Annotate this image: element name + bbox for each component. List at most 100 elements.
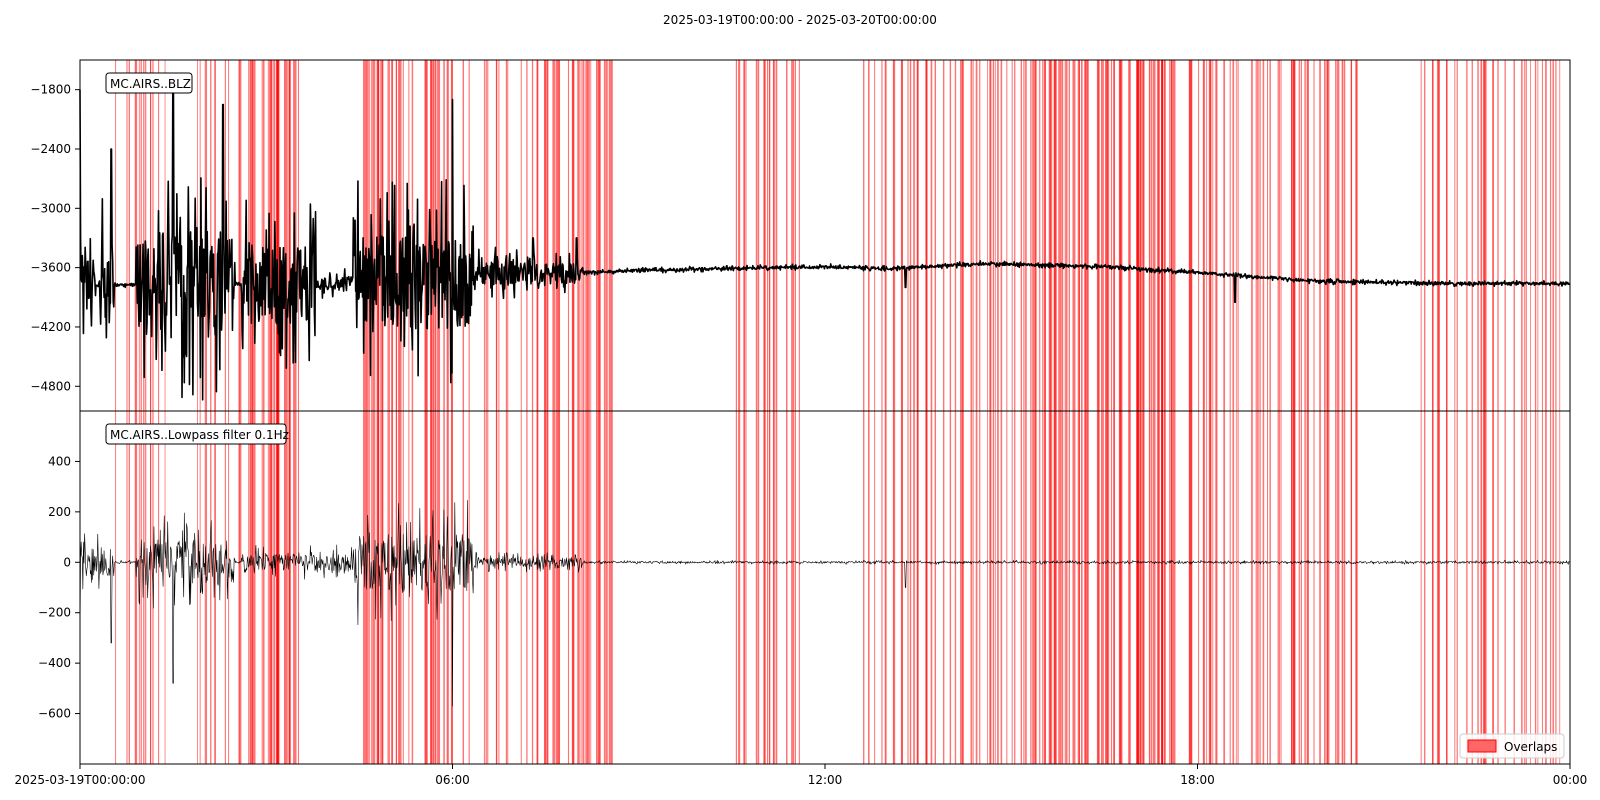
overlap-band (954, 411, 957, 764)
overlap-band (284, 411, 287, 764)
overlap-band (1164, 411, 1166, 764)
overlap-band (520, 60, 522, 411)
overlap-band (1307, 60, 1310, 411)
overlap-band (1107, 411, 1110, 764)
overlap-band (485, 60, 487, 411)
overlap-band (900, 60, 903, 411)
y-tick-label: −4800 (30, 379, 71, 393)
overlap-band (1257, 411, 1259, 764)
overlap-band (773, 411, 775, 764)
overlap-band (907, 60, 909, 411)
overlap-band (1492, 411, 1494, 764)
overlap-band (962, 411, 964, 764)
overlap-band (1454, 411, 1456, 764)
overlap-band (253, 60, 256, 411)
overlap-band (739, 411, 741, 764)
overlap-band (546, 60, 549, 411)
overlap-band (434, 411, 437, 764)
overlap-band (1128, 411, 1131, 764)
overlap-band (992, 411, 995, 764)
overlap-band (767, 60, 769, 411)
overlap-band (1326, 411, 1328, 764)
overlap-band (1477, 60, 1479, 411)
overlap-band (1055, 411, 1057, 764)
overlap-band (786, 60, 788, 411)
overlap-band (1342, 60, 1344, 411)
overlap-band (1555, 60, 1557, 411)
overlap-band (269, 60, 272, 411)
overlap-band (1559, 60, 1561, 411)
overlap-band (1292, 60, 1295, 411)
overlap-band (424, 411, 427, 764)
overlap-band (402, 60, 404, 411)
y-tick-label: 0 (63, 555, 71, 569)
overlap-band (284, 411, 286, 764)
overlap-band (755, 411, 758, 764)
overlap-band (1216, 411, 1218, 764)
overlap-band (239, 411, 242, 764)
overlap-band (1014, 411, 1016, 764)
overlap-band (1545, 60, 1547, 411)
overlap-band (1269, 60, 1271, 411)
overlap-band (270, 60, 273, 411)
overlap-band (972, 60, 974, 411)
overlap-band (735, 60, 738, 411)
overlap-band (1232, 60, 1235, 411)
overlap-band (1202, 411, 1204, 764)
overlap-band (1150, 60, 1153, 411)
overlap-band (1042, 411, 1044, 764)
overlap-band (248, 411, 250, 764)
overlap-band (376, 411, 379, 764)
overlap-band (909, 60, 912, 411)
overlap-band (214, 60, 216, 411)
overlap-bands-bottom (115, 411, 1561, 764)
overlap-band (596, 60, 598, 411)
overlap-band (468, 411, 470, 764)
overlap-band (164, 60, 166, 411)
overlap-band (1209, 60, 1211, 411)
overlap-band (498, 411, 500, 764)
overlap-band (505, 60, 508, 411)
overlap-band (1158, 411, 1160, 764)
trace-lowpass (79, 500, 1571, 707)
overlap-band (368, 60, 370, 411)
overlap-band (378, 411, 380, 764)
overlap-band (863, 411, 865, 764)
overlap-band (763, 60, 765, 411)
overlap-band (554, 411, 556, 764)
overlap-band (587, 60, 590, 411)
overlap-band (769, 60, 771, 411)
overlap-band (1446, 411, 1448, 764)
overlap-band (399, 60, 402, 411)
overlap-band (164, 411, 166, 764)
overlap-band (1549, 411, 1552, 764)
overlap-band (925, 411, 927, 764)
overlap-band (1534, 411, 1537, 764)
overlap-band (435, 411, 437, 764)
overlap-band (960, 411, 962, 764)
overlap-band (1235, 411, 1237, 764)
x-axis: 2025-03-19T00:00:00 06:00 12:00 18:00 00:00 (15, 764, 1587, 787)
overlap-band (1456, 411, 1458, 764)
overlap-band (1232, 411, 1235, 764)
overlap-band (483, 411, 485, 764)
overlap-band (1173, 411, 1176, 764)
overlap-band (1072, 411, 1074, 764)
overlap-band (398, 411, 400, 764)
overlap-band (1324, 60, 1326, 411)
overlap-band (1136, 60, 1139, 411)
overlap-band (1229, 60, 1231, 411)
overlap-band (425, 60, 428, 411)
overlap-band (925, 60, 927, 411)
overlap-band (1480, 411, 1482, 764)
overlap-band (1164, 60, 1166, 411)
overlap-band (1034, 60, 1036, 411)
overlap-band (1020, 60, 1023, 411)
overlap-band (1043, 411, 1046, 764)
overlap-band (297, 60, 299, 411)
overlap-band (1039, 411, 1041, 764)
overlap-band (916, 60, 918, 411)
overlap-band (1152, 60, 1155, 411)
overlap-band (432, 60, 435, 411)
overlap-band (1456, 60, 1458, 411)
